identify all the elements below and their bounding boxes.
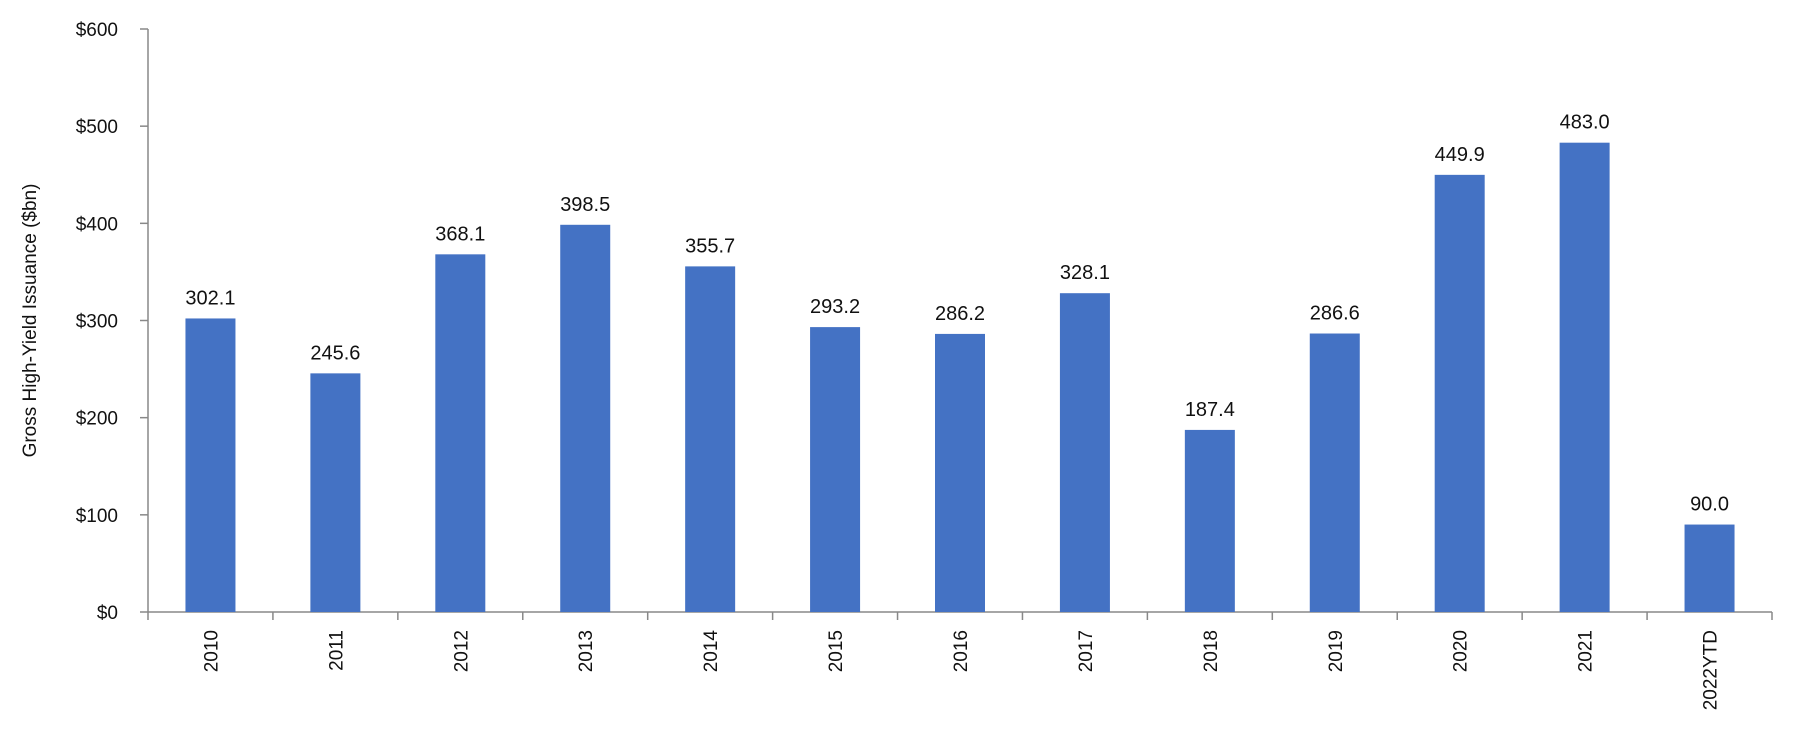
bar-data-label: 355.7 — [685, 235, 735, 257]
x-tick-label: 2014 — [701, 630, 722, 673]
x-tick-label: 2011 — [326, 630, 347, 671]
y-tick-label: $500 — [76, 117, 118, 138]
bar — [1559, 142, 1610, 612]
y-tick-label: $100 — [76, 506, 118, 527]
bar — [1184, 429, 1235, 612]
bars — [185, 142, 1735, 612]
x-tick-label: 2010 — [201, 630, 222, 672]
bar-data-label: 368.1 — [435, 223, 485, 245]
x-tick-label: 2015 — [826, 630, 847, 672]
x-tick-label: 2018 — [1201, 630, 1222, 672]
bar-data-label: 328.1 — [1060, 262, 1110, 284]
bar — [185, 318, 236, 612]
bar-data-label: 483.0 — [1560, 112, 1610, 134]
y-tick-label: $400 — [76, 214, 118, 235]
bar-data-label: 286.6 — [1310, 303, 1360, 325]
bar — [310, 373, 361, 612]
y-axis-title: Gross High-Yield Issuance ($bn) — [20, 184, 41, 458]
x-axis: 2010 2011 2012 2013 2014 2015 2016 2017 2018 2019… — [147, 611, 1773, 710]
y-tick-label: $0 — [97, 603, 118, 624]
bar-data-label: 302.1 — [185, 287, 235, 309]
bar — [685, 266, 736, 612]
x-tick-label: 2020 — [1451, 630, 1472, 672]
x-tick-label: 2012 — [451, 630, 472, 672]
bar — [1059, 293, 1110, 612]
x-tick-label: 2017 — [1076, 630, 1097, 672]
x-tick-label: 2021 — [1576, 630, 1597, 672]
x-tick-label: 2013 — [576, 630, 597, 672]
data-labels: 302.1 245.6 368.1 398.5 355.7 293.2 286.2 328.1… — [185, 112, 1729, 516]
bar-data-label: 245.6 — [310, 342, 360, 364]
y-tick-label: $200 — [76, 409, 118, 430]
bar — [1434, 174, 1485, 612]
bar — [435, 254, 486, 612]
x-tick-label: 2016 — [951, 630, 972, 672]
bar-data-label: 398.5 — [560, 194, 610, 216]
bar — [935, 333, 985, 612]
bar — [1309, 333, 1360, 612]
bar — [1684, 524, 1735, 612]
y-tick-label: $300 — [76, 312, 118, 333]
bar-data-label: 293.2 — [810, 296, 860, 318]
bar — [810, 327, 861, 612]
bar-data-label: 286.2 — [935, 303, 985, 325]
y-axis: $0 $100 $200 $300 $400 $500 $600 — [76, 20, 149, 624]
y-tick-label: $600 — [76, 20, 118, 41]
bar-data-label: 449.9 — [1435, 144, 1485, 166]
x-tick-label: 2022YTD — [1701, 630, 1722, 710]
bar — [560, 224, 611, 612]
bar-data-label: 90.0 — [1690, 494, 1729, 516]
x-tick-label: 2019 — [1326, 630, 1347, 672]
bar-data-label: 187.4 — [1185, 399, 1235, 421]
